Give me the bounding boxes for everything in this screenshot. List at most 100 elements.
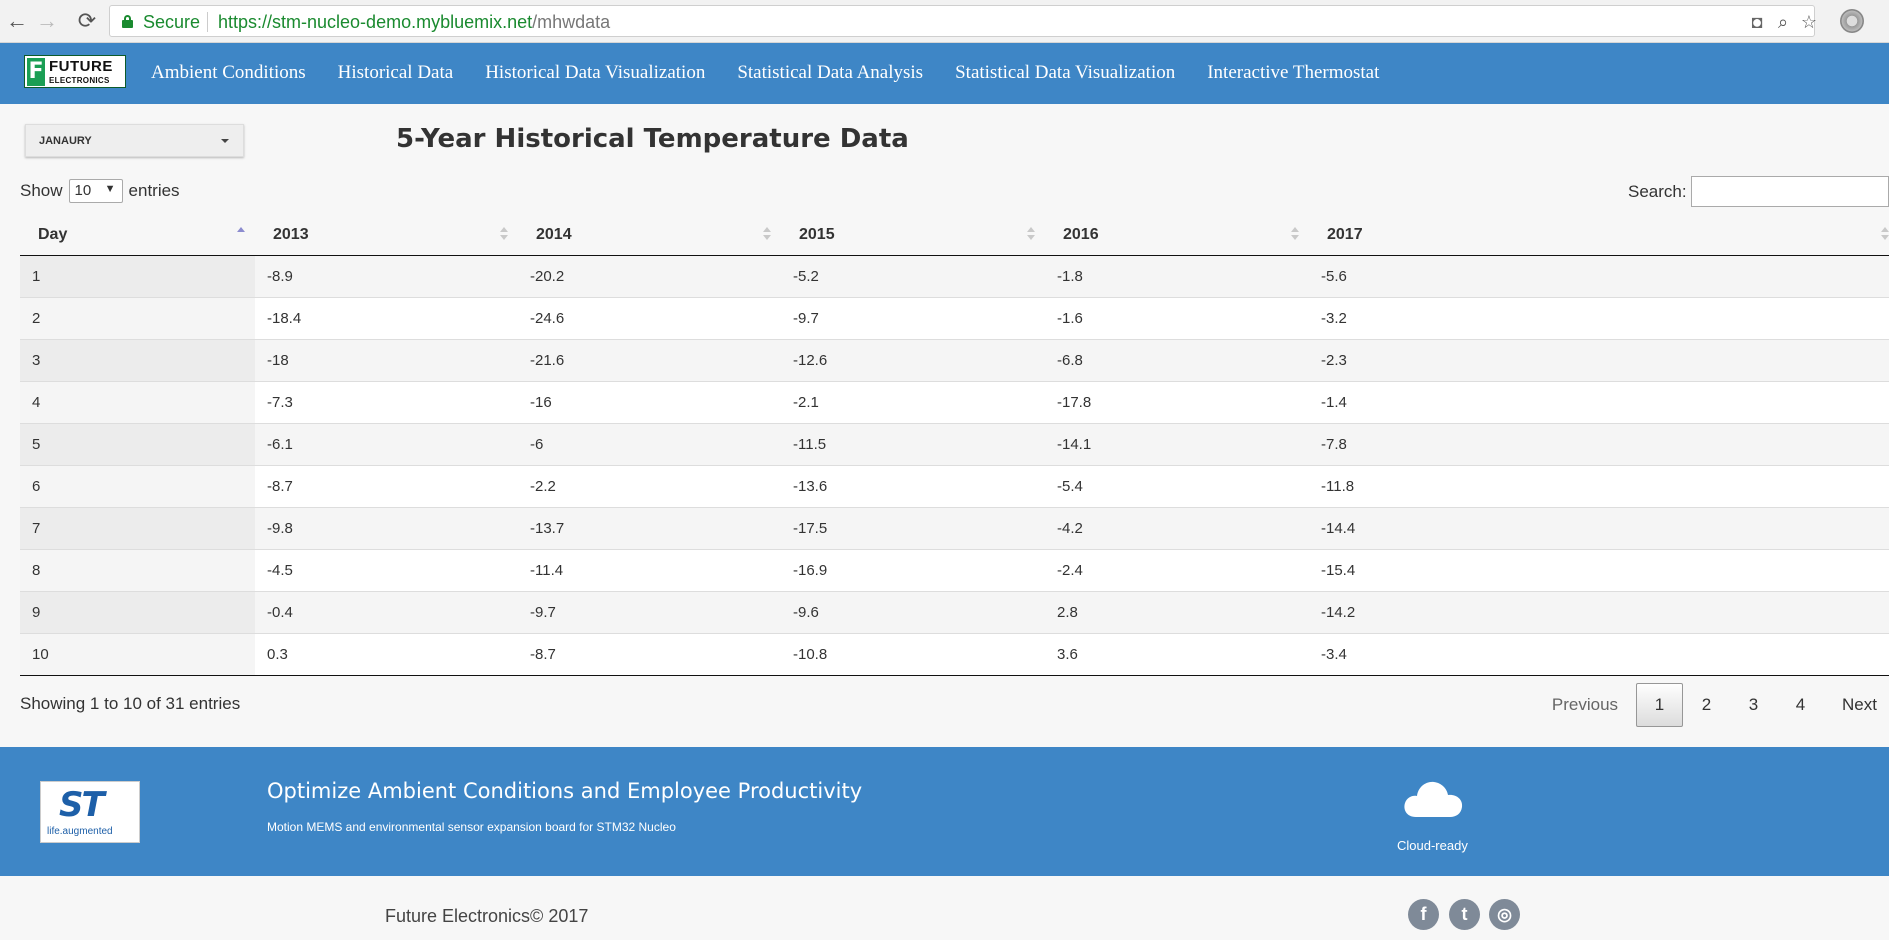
nav-statistical-data-visualization[interactable]: Statistical Data Visualization xyxy=(955,62,1176,83)
instagram-icon[interactable]: ◎ xyxy=(1489,899,1520,930)
temperature-cell: -6 xyxy=(518,422,781,465)
temperature-cell: -9.8 xyxy=(255,506,518,549)
sort-both-icon xyxy=(500,227,508,241)
reload-icon[interactable]: ⟳ xyxy=(77,8,97,33)
temperature-cell: -1.4 xyxy=(1309,380,1889,423)
nav-statistical-data-analysis[interactable]: Statistical Data Analysis xyxy=(737,62,924,83)
nav-interactive-thermostat[interactable]: Interactive Thermostat xyxy=(1207,62,1380,83)
temperature-cell: -14.2 xyxy=(1309,590,1889,633)
day-cell: 4 xyxy=(20,380,255,423)
blocked-popup-icon[interactable]: ◘ xyxy=(1751,12,1763,32)
temperature-cell: -6.8 xyxy=(1045,338,1309,381)
pagination-page-3[interactable]: 3 xyxy=(1748,695,1759,714)
table-row: 1 -8.9 -20.2 -5.2 -1.8 -5.6 xyxy=(20,255,1889,297)
temperature-cell: -5.4 xyxy=(1045,464,1309,507)
pagination-next[interactable]: Next xyxy=(1842,695,1877,714)
url-text[interactable]: https://stm-nucleo-demo.mybluemix.net/mh… xyxy=(218,12,610,33)
table-row: 3 -18 -21.6 -12.6 -6.8 -2.3 xyxy=(20,338,1889,381)
logo-line2: ELECTRONICS xyxy=(49,76,110,85)
footer-banner: ST life.augmented Optimize Ambient Condi… xyxy=(0,747,1889,876)
temperature-cell: -5.2 xyxy=(781,255,1045,297)
column-header-2015[interactable]: 2015 xyxy=(781,215,1045,256)
table-row: 8 -4.5 -11.4 -16.9 -2.4 -15.4 xyxy=(20,548,1889,591)
table-row: 9 -0.4 -9.7 -9.6 2.8 -14.2 xyxy=(20,590,1889,633)
temperature-cell: 3.6 xyxy=(1045,632,1309,676)
temperature-cell: -5.6 xyxy=(1309,255,1889,297)
forward-arrow-icon[interactable]: → xyxy=(36,8,58,33)
temperature-cell: -11.5 xyxy=(781,422,1045,465)
temperature-cell: -8.9 xyxy=(255,255,518,297)
column-header-label: 2017 xyxy=(1327,225,1363,243)
column-header-label: 2016 xyxy=(1063,225,1099,243)
chevron-down-icon xyxy=(221,139,229,143)
entries-per-page-select[interactable]: 10 ▼ xyxy=(68,179,123,203)
day-cell: 9 xyxy=(20,590,255,633)
pagination-page-2[interactable]: 2 xyxy=(1701,695,1712,714)
zoom-icon[interactable]: ⌕ xyxy=(1777,12,1789,32)
temperature-cell: -7.3 xyxy=(255,380,518,423)
day-cell: 2 xyxy=(20,296,255,339)
sort-both-icon xyxy=(1027,227,1035,241)
temperature-cell: 2.8 xyxy=(1045,590,1309,633)
pagination-page-4[interactable]: 4 xyxy=(1795,695,1806,714)
table-row: 4 -7.3 -16 -2.1 -17.8 -1.4 xyxy=(20,380,1889,423)
column-header-day[interactable]: Day xyxy=(20,215,255,256)
sort-both-icon xyxy=(1881,227,1889,241)
page-title: 5-Year Historical Temperature Data xyxy=(396,124,909,154)
day-cell: 3 xyxy=(20,338,255,381)
column-header-label: 2014 xyxy=(536,225,572,243)
day-cell: 8 xyxy=(20,548,255,591)
cloud-ready-label: Cloud-ready xyxy=(1397,838,1468,853)
future-electronics-logo[interactable]: F FUTURE ELECTRONICS xyxy=(24,55,126,88)
column-header-2016[interactable]: 2016 xyxy=(1045,215,1309,256)
temperature-cell: -2.3 xyxy=(1309,338,1889,381)
table-row: 10 0.3 -8.7 -10.8 3.6 -3.4 xyxy=(20,632,1889,676)
temperature-cell: -1.8 xyxy=(1045,255,1309,297)
temperature-cell: -8.7 xyxy=(518,632,781,676)
nav-ambient-conditions[interactable]: Ambient Conditions xyxy=(151,62,306,83)
table-body: 1 -8.9 -20.2 -5.2 -1.8 -5.6 2 -18.4 -24.6 -9.7 -1.… xyxy=(20,255,1889,676)
lock-icon xyxy=(122,15,133,28)
column-header-2014[interactable]: 2014 xyxy=(518,215,781,256)
bookmark-star-icon[interactable]: ☆ xyxy=(1800,12,1818,32)
month-dropdown-value: JANAURY xyxy=(39,135,92,147)
temperature-cell: -1.6 xyxy=(1045,296,1309,339)
pagination: Previous 1 2 3 4 Next xyxy=(1544,683,1889,727)
temperature-cell: -21.6 xyxy=(518,338,781,381)
temperature-cell: -3.2 xyxy=(1309,296,1889,339)
day-cell: 7 xyxy=(20,506,255,549)
column-header-2017[interactable]: 2017 xyxy=(1309,215,1889,256)
copyright: Future Electronics© 2017 xyxy=(385,906,589,926)
temperature-cell: -13.7 xyxy=(518,506,781,549)
temperature-cell: -2.1 xyxy=(781,380,1045,423)
logo-line1: FUTURE xyxy=(49,58,113,75)
nav-historical-data-visualization[interactable]: Historical Data Visualization xyxy=(485,62,706,83)
twitter-icon[interactable]: t xyxy=(1449,899,1480,930)
search-label: Search: xyxy=(1628,182,1687,201)
show-label: Show xyxy=(20,181,63,200)
nav-historical-data[interactable]: Historical Data xyxy=(337,62,454,83)
month-dropdown[interactable]: JANAURY xyxy=(25,124,244,157)
address-bar[interactable]: Secure https://stm-nucleo-demo.mybluemix… xyxy=(109,5,1817,37)
table-info: Showing 1 to 10 of 31 entries xyxy=(20,694,241,713)
facebook-icon[interactable]: f xyxy=(1408,899,1439,930)
back-arrow-icon[interactable]: ← xyxy=(6,8,28,33)
temperature-cell: -9.7 xyxy=(781,296,1045,339)
logo-mark-icon: F xyxy=(27,58,45,86)
column-header-2013[interactable]: 2013 xyxy=(255,215,518,256)
extension-icon[interactable] xyxy=(1840,9,1864,33)
sort-ascending-icon xyxy=(237,227,245,241)
temperature-cell: 0.3 xyxy=(255,632,518,676)
pagination-page-1[interactable]: 1 xyxy=(1636,683,1684,727)
temperature-cell: -18.4 xyxy=(255,296,518,339)
entries-per-page-value: 10 xyxy=(74,182,92,199)
temperature-cell: -4.5 xyxy=(255,548,518,591)
temperature-cell: -16 xyxy=(518,380,781,423)
search-input[interactable] xyxy=(1691,176,1889,207)
st-logo[interactable]: ST life.augmented xyxy=(40,781,140,843)
temperature-cell: -17.5 xyxy=(781,506,1045,549)
temperature-cell: -7.8 xyxy=(1309,422,1889,465)
pagination-previous[interactable]: Previous xyxy=(1551,695,1619,714)
temperature-cell: -0.4 xyxy=(255,590,518,633)
table-row: 7 -9.8 -13.7 -17.5 -4.2 -14.4 xyxy=(20,506,1889,549)
